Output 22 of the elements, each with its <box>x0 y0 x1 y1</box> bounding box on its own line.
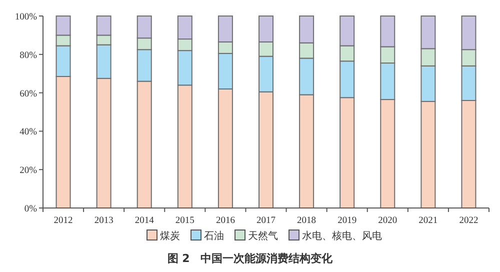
x-tick-label: 2017 <box>256 216 276 226</box>
legend-label: 石油 <box>204 230 224 242</box>
x-tick-label: 2018 <box>297 216 316 226</box>
y-tick-label: 0% <box>24 204 38 214</box>
y-tick-label: 100% <box>14 12 38 22</box>
legend-label: 天然气 <box>248 230 278 242</box>
x-tick-label: 2020 <box>378 216 398 226</box>
legend-label: 水电、核电、风电 <box>302 230 382 242</box>
x-tick-label: 2022 <box>459 216 478 226</box>
y-tick-label: 40% <box>20 128 38 138</box>
x-tick-label: 2016 <box>216 216 236 226</box>
y-tick-label: 60% <box>20 89 38 100</box>
legend-label: 煤炭 <box>160 230 180 242</box>
x-tick-label: 2012 <box>54 216 74 226</box>
y-tick-label: 80% <box>20 50 38 61</box>
y-tick-label: 20% <box>20 166 38 176</box>
x-tick-label: 2014 <box>134 216 154 226</box>
x-tick-label: 2021 <box>418 216 438 226</box>
x-tick-label: 2015 <box>175 216 195 226</box>
x-tick-label: 2019 <box>338 216 357 226</box>
x-tick-label: 2013 <box>94 216 114 226</box>
title: 图 2 中国一次能源消费结构变化 <box>167 252 333 265</box>
